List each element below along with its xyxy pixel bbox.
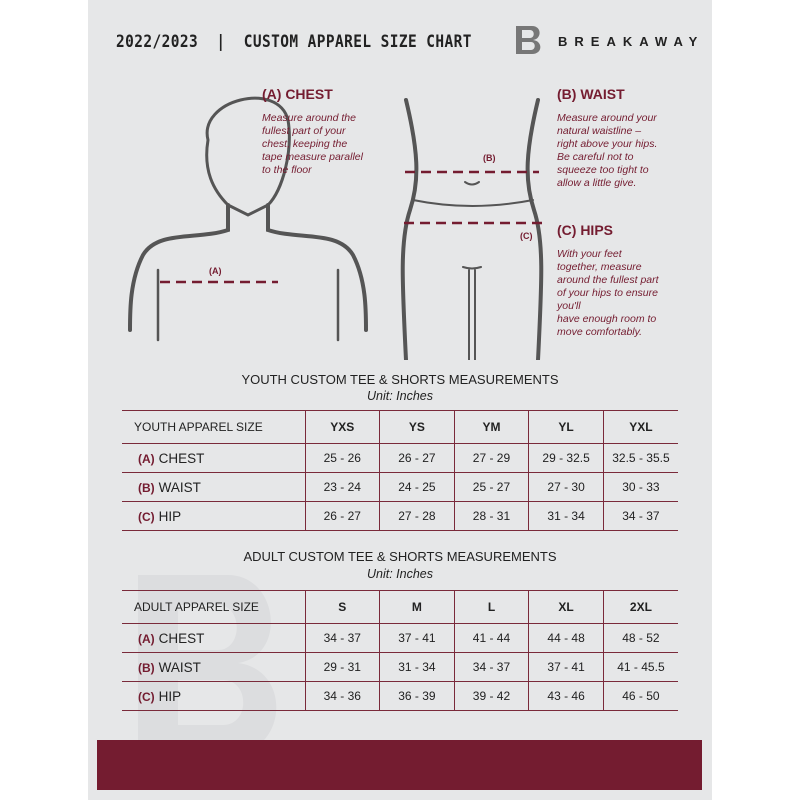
table-row: (C) HIP 34 - 36 36 - 39 39 - 42 43 - 46 46 - 5… [122, 681, 678, 711]
waist-marker: (B) [483, 153, 496, 163]
brand-name: BREAKAWAY [558, 34, 705, 49]
hips-marker: (C) [520, 231, 533, 241]
measurement-cell: 32.5 - 35.5 [602, 443, 678, 473]
brand-logo-icon [516, 26, 541, 54]
size-column-header: YXS [304, 410, 380, 444]
measure-name: CHEST [158, 630, 205, 646]
size-header: ADULT APPAREL SIZE [122, 590, 305, 624]
row-label: (C) HIP [122, 681, 305, 711]
measure-key: (B) [138, 660, 155, 675]
row-label: (A) CHEST [122, 623, 305, 653]
measure-key: (B) [138, 480, 155, 495]
measurement-cell: 34 - 37 [453, 652, 529, 682]
measurement-cell: 24 - 25 [379, 472, 455, 502]
row-label: (C) HIP [122, 501, 305, 531]
measurement-cell: 31 - 34 [528, 501, 604, 531]
measurement-cell: 43 - 46 [528, 681, 604, 711]
measure-name: HIP [158, 508, 182, 524]
youth-table-title: YOUTH CUSTOM TEE & SHORTS MEASUREMENTS [241, 372, 559, 387]
measure-name: WAIST [158, 479, 201, 495]
measurement-cell: 26 - 27 [304, 501, 380, 531]
footer-band [97, 740, 702, 790]
measure-key: (A) [138, 451, 155, 466]
size-column-header: YS [379, 410, 455, 444]
measurement-cell: 37 - 41 [379, 623, 455, 653]
table-row: (C) HIP 26 - 27 27 - 28 28 - 31 31 - 34 34 - 3… [122, 501, 678, 531]
size-column-header: XL [528, 590, 604, 624]
measurement-cell: 39 - 42 [453, 681, 529, 711]
hips-description: With your feet together, measure around th… [557, 248, 659, 338]
measure-key: (A) [138, 631, 155, 646]
measurement-cell: 25 - 27 [453, 472, 529, 502]
measurement-cell: 48 - 52 [602, 623, 678, 653]
size-header: YOUTH APPAREL SIZE [122, 410, 305, 444]
size-column-header: YL [528, 410, 604, 444]
size-column-header: YM [453, 410, 529, 444]
measure-key: (C) [138, 689, 155, 704]
measurement-cell: 25 - 26 [304, 443, 380, 473]
measurement-cell: 31 - 34 [379, 652, 455, 682]
adult-unit: Unit: Inches [366, 567, 433, 581]
measurement-cell: 27 - 29 [453, 443, 529, 473]
youth-size-table: YOUTH APPAREL SIZE YXS YS YM YL YXL (A) CHEST 25… [122, 410, 678, 531]
measurement-cell: 27 - 28 [379, 501, 455, 531]
body-illustration [128, 96, 544, 360]
measurement-cell: 46 - 50 [602, 681, 678, 711]
page-title: 2022/2023 | CUSTOM APPAREL SIZE CHART [116, 32, 472, 52]
row-label: (B) WAIST [122, 472, 305, 502]
size-column-header: M [379, 590, 455, 624]
chest-heading: (A) CHEST [262, 86, 333, 102]
measure-name: HIP [158, 688, 182, 704]
measurement-cell: 36 - 39 [379, 681, 455, 711]
measurement-cell: 34 - 37 [602, 501, 678, 531]
measurement-cell: 44 - 48 [528, 623, 604, 653]
table-row: (A) CHEST 25 - 26 26 - 27 27 - 29 29 - 32.5 32… [122, 443, 678, 473]
waist-description: Measure around your natural waistline – ri… [557, 112, 658, 189]
table-row: (A) CHEST 34 - 37 37 - 41 41 - 44 44 - 48 48 -… [122, 623, 678, 653]
table-header-row: YOUTH APPAREL SIZE YXS YS YM YL YXL [122, 410, 678, 444]
measurement-cell: 26 - 27 [379, 443, 455, 473]
row-label: (A) CHEST [122, 443, 305, 473]
measurement-cell: 37 - 41 [528, 652, 604, 682]
table-header-row: ADULT APPAREL SIZE S M L XL 2XL [122, 590, 678, 624]
waist-heading: (B) WAIST [557, 86, 625, 102]
adult-size-table: ADULT APPAREL SIZE S M L XL 2XL (A) CHEST 34 - 3… [122, 590, 678, 711]
youth-unit: Unit: Inches [366, 389, 433, 403]
size-column-header: YXL [602, 410, 678, 444]
measurement-cell: 34 - 37 [304, 623, 380, 653]
measurement-cell: 41 - 45.5 [602, 652, 678, 682]
size-chart-document: 2022/2023 | CUSTOM APPAREL SIZE CHART BR… [88, 0, 712, 800]
measure-name: WAIST [158, 659, 201, 675]
measurement-cell: 34 - 36 [304, 681, 380, 711]
size-column-header: 2XL [602, 590, 678, 624]
measurement-cell: 29 - 32.5 [528, 443, 604, 473]
measurement-cell: 29 - 31 [304, 652, 380, 682]
adult-table-title: ADULT CUSTOM TEE & SHORTS MEASUREMENTS [243, 549, 557, 564]
row-label: (B) WAIST [122, 652, 305, 682]
table-row: (B) WAIST 23 - 24 24 - 25 25 - 27 27 - 30 30 -… [122, 472, 678, 502]
size-column-header: L [453, 590, 529, 624]
chest-marker: (A) [209, 266, 222, 276]
measurement-cell: 27 - 30 [528, 472, 604, 502]
hips-heading: (C) HIPS [557, 222, 613, 238]
measurement-cell: 28 - 31 [453, 501, 529, 531]
measurement-cell: 23 - 24 [304, 472, 380, 502]
chest-description: Measure around the fullest part of your ch… [262, 112, 363, 176]
table-row: (B) WAIST 29 - 31 31 - 34 34 - 37 37 - 41 41 -… [122, 652, 678, 682]
size-column-header: S [304, 590, 380, 624]
measurement-cell: 41 - 44 [453, 623, 529, 653]
measure-key: (C) [138, 509, 155, 524]
measurement-cell: 30 - 33 [602, 472, 678, 502]
measure-name: CHEST [158, 450, 205, 466]
